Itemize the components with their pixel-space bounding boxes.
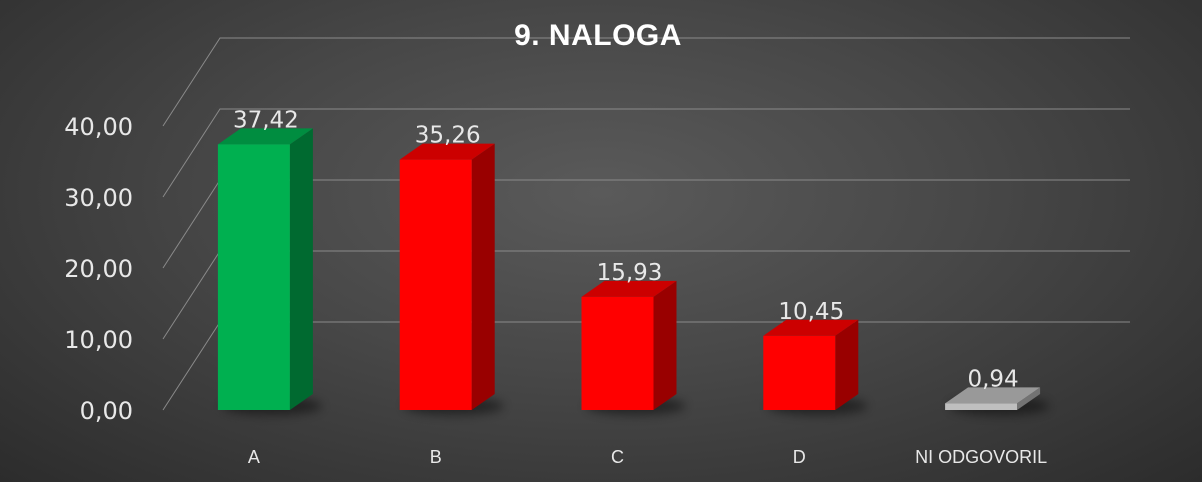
- data-labels: 37,42 35,26 15,93 10,45 0,94: [233, 107, 1019, 392]
- data-label: 37,42: [233, 107, 299, 133]
- x-tick-label: A: [248, 447, 260, 467]
- bar-side: [471, 143, 495, 411]
- gridline: [162, 37, 1130, 127]
- bar-d: [763, 319, 868, 415]
- x-tick-label: NI ODGOVORIL: [915, 447, 1047, 467]
- bar-side: [289, 128, 313, 410]
- bar-top: [399, 143, 495, 160]
- bar-front: [399, 159, 472, 410]
- chart-title: 9. NALOGA: [514, 19, 682, 52]
- bar-side: [1017, 387, 1041, 410]
- bar-front: [945, 403, 1018, 410]
- bar-top: [581, 280, 677, 297]
- gridline: [162, 108, 1130, 198]
- bar-top: [945, 387, 1041, 404]
- data-label: 15,93: [597, 260, 663, 286]
- bar-top: [763, 319, 859, 336]
- x-tick-label: D: [793, 447, 806, 467]
- bar-side: [653, 280, 677, 410]
- bar-top: [217, 128, 313, 145]
- bars: [217, 128, 1050, 415]
- data-label: 35,26: [415, 123, 481, 149]
- y-axis-ticks: 0,00 10,00 20,00 30,00 40,00: [64, 113, 133, 425]
- data-label: 10,45: [778, 299, 844, 325]
- y-tick-label: 0,00: [80, 397, 133, 425]
- x-axis-ticks: A B C D NI ODGOVORIL: [248, 447, 1047, 467]
- bar-front: [217, 144, 290, 410]
- bar-b: [399, 143, 504, 415]
- y-tick-label: 40,00: [64, 113, 133, 141]
- x-tick-label: C: [611, 447, 624, 467]
- bar-a: [217, 128, 322, 415]
- y-tick-label: 30,00: [64, 184, 133, 212]
- y-tick-label: 10,00: [64, 326, 133, 354]
- bar-front: [763, 335, 836, 410]
- bar-front: [581, 296, 654, 410]
- data-label: 0,94: [967, 366, 1018, 392]
- bar-side: [835, 319, 859, 410]
- bar-ni-odgovoril: [945, 387, 1050, 415]
- bar-c: [581, 280, 686, 415]
- y-tick-label: 20,00: [64, 255, 133, 283]
- x-tick-label: B: [430, 447, 442, 467]
